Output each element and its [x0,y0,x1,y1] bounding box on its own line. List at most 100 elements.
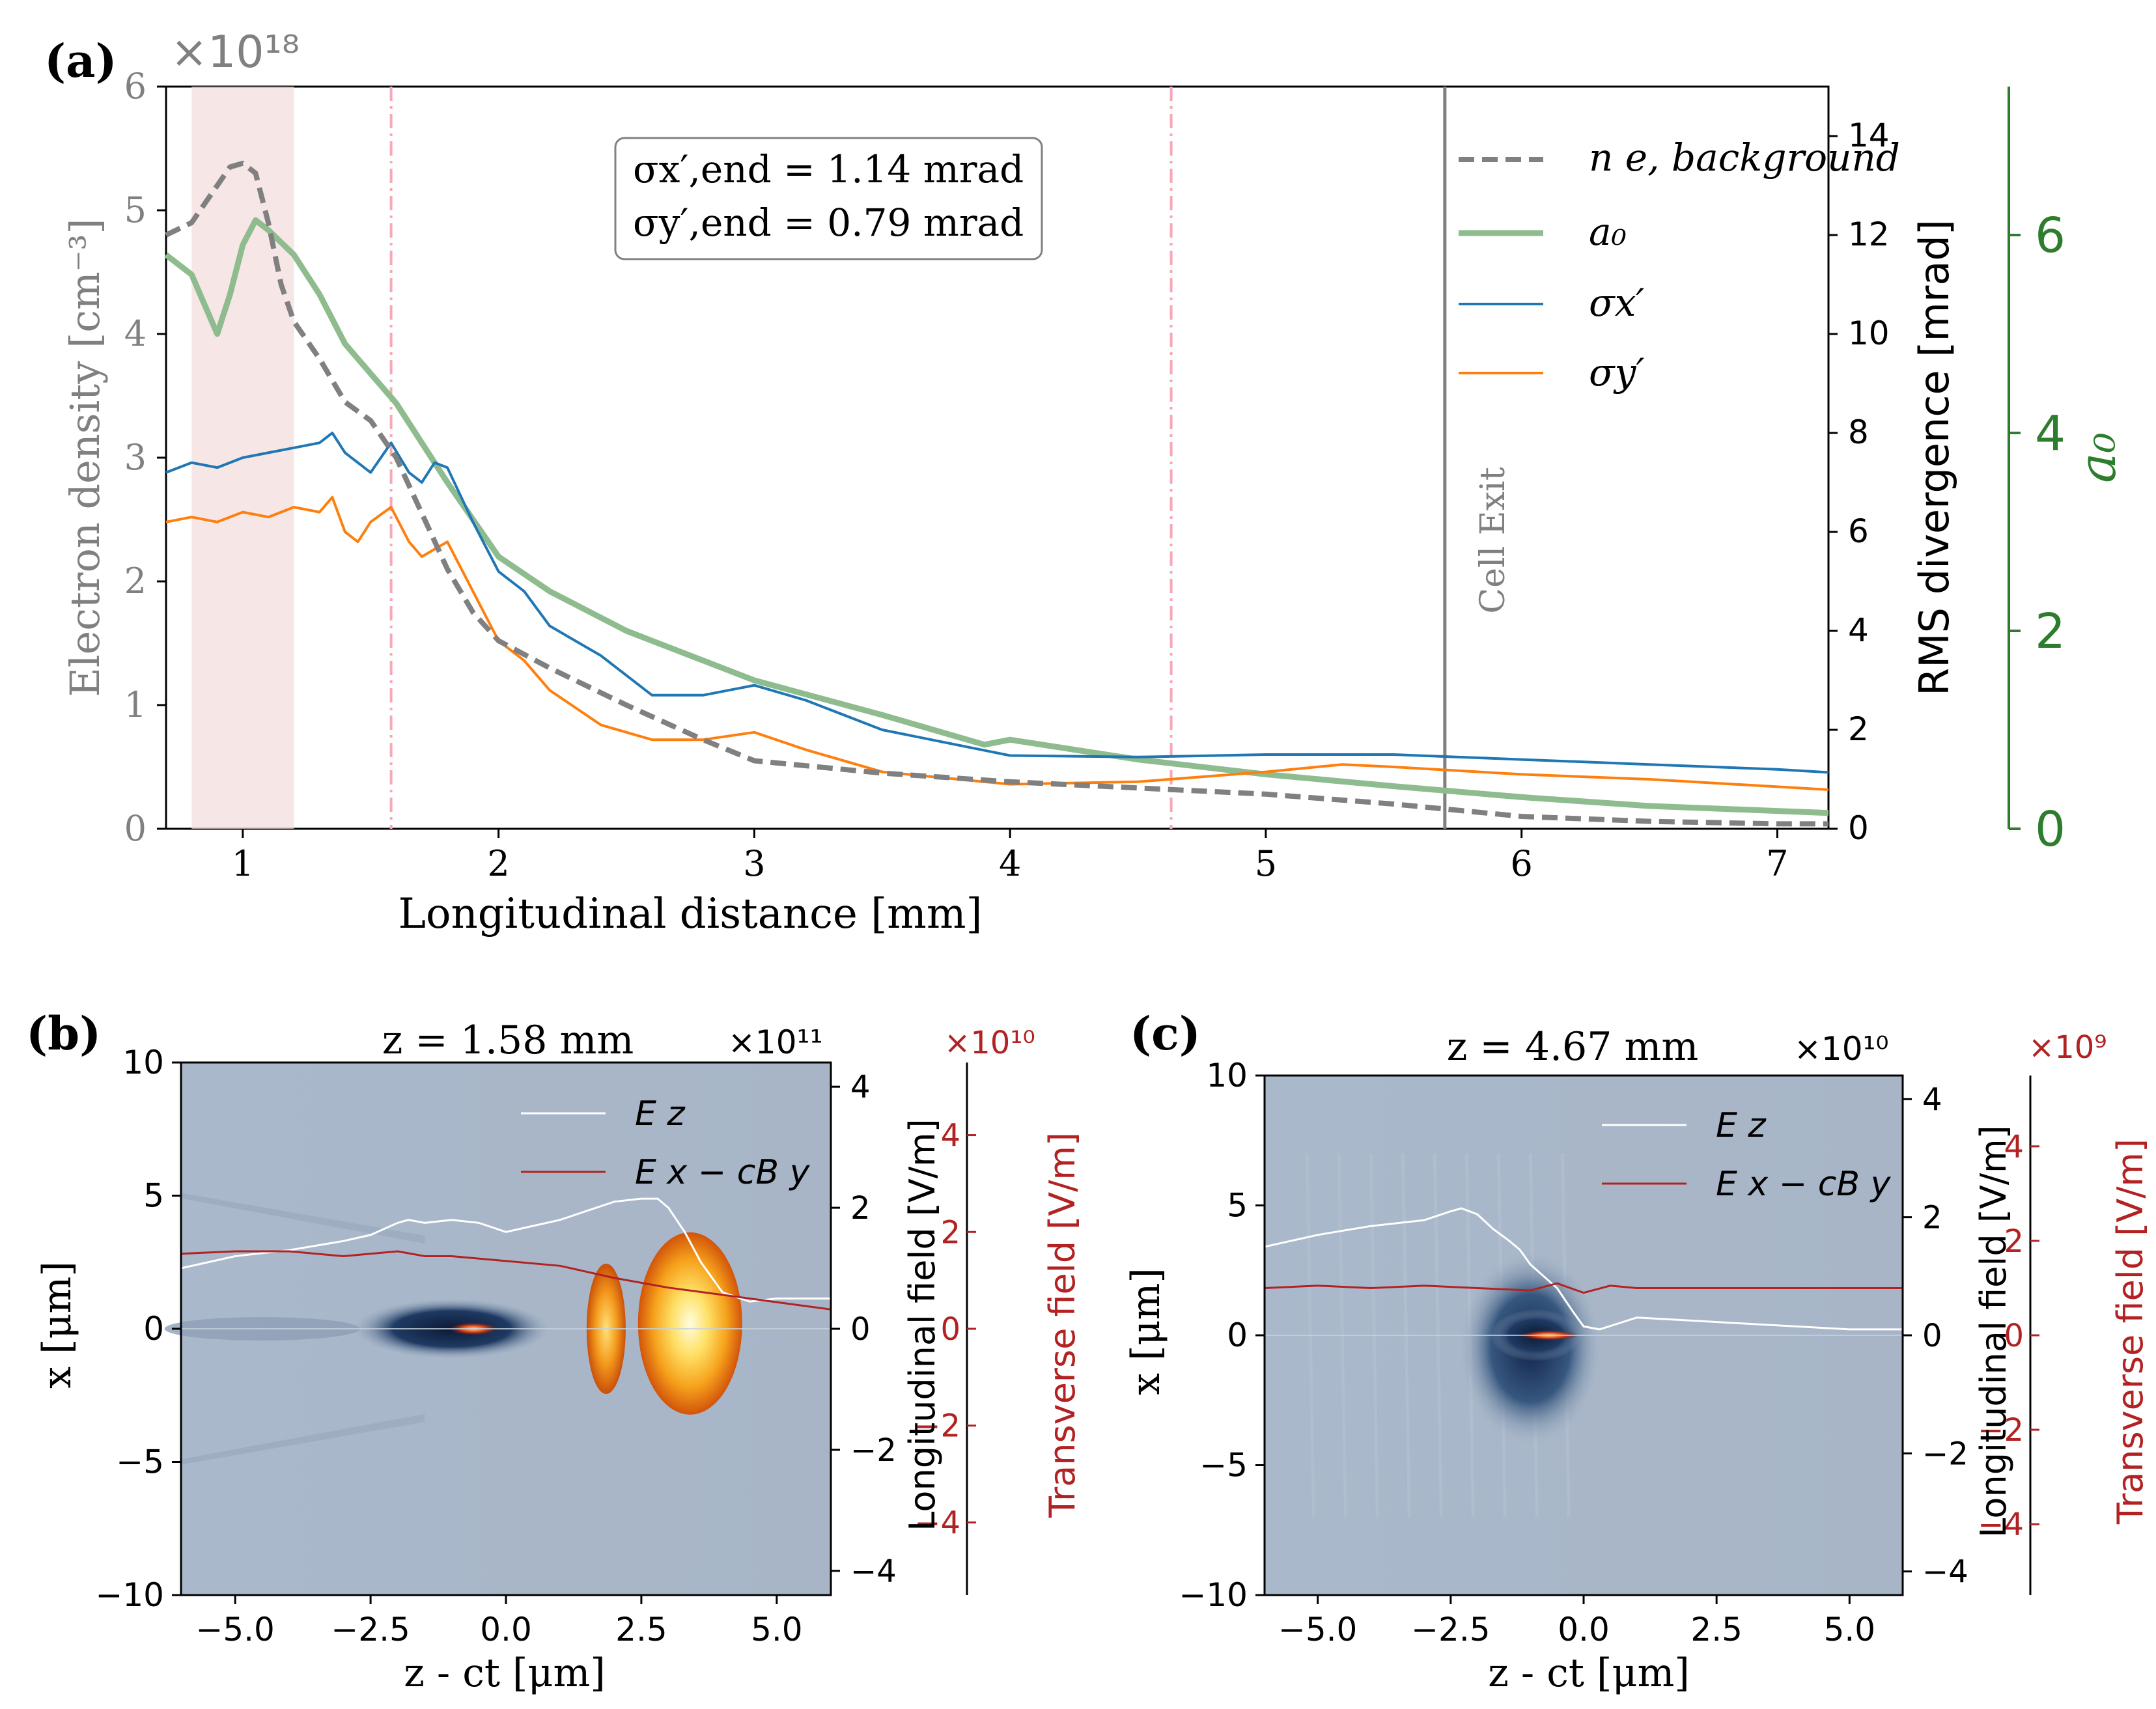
b-long-tick-label: 4 [850,1069,871,1105]
c-long-tick-label: 2 [1922,1200,1942,1236]
b-ytick-label: 0 [143,1310,164,1348]
panel-c: (c) z = 4.67 mm ×10¹⁰ ×10⁹ −5.0 −2.5 0.0 2.… [1123,1007,2151,1696]
panel-c-ylabel: x [μm] [1123,1268,1169,1395]
b-trans-tick-label: −4 [914,1505,960,1541]
a0-tick-label: 0 [2035,801,2065,857]
a0-tick-label: 6 [2035,208,2065,264]
a-right-tick-label: 10 [1848,314,1890,352]
panel-a: (a) ×10¹⁸ 1 2 3 4 5 6 70123456024681012140246 … [44,27,2127,938]
a-left-tick-label: 2 [124,561,147,602]
a-xtick-label: 4 [999,843,1021,884]
b-trans-tick-label: 2 [940,1214,960,1251]
b-trans-tick-label: −2 [914,1408,960,1445]
b-laser-pulse-main [637,1232,742,1415]
c-long-tick-label: 4 [1922,1081,1942,1118]
panel-a-left-ylabel: Electron density [cm⁻³] [61,218,109,697]
b-xtick-label: −2.5 [331,1611,410,1648]
c-ytick-label: 5 [1227,1187,1248,1225]
b-long-tick-label: 0 [850,1311,871,1348]
c-ytick-label: −5 [1199,1447,1248,1484]
b-long-tick-label: −2 [850,1432,897,1469]
panel-a-multiplier: ×10¹⁸ [171,27,300,78]
b-trans-tick-label: 0 [940,1311,960,1348]
b-ytick-label: 5 [143,1177,164,1215]
a-right-tick-label: 8 [1848,413,1869,451]
panel-c-trans-multiplier: ×10⁹ [2028,1029,2107,1066]
b-ytick-label: −5 [116,1443,164,1481]
b-xtick-label: 2.5 [615,1611,667,1648]
panel-b-ylabel: x [μm] [35,1261,80,1389]
panel-a-right-ylabel: RMS divergence [mrad] [1911,219,1958,696]
a-left-tick-label: 4 [124,313,147,354]
c-xtick-label: −5.0 [1278,1611,1357,1648]
c-trans-tick-label: −4 [1978,1507,2024,1543]
c-trans-tick-label: 2 [2004,1223,2024,1260]
a-xtick-label: 1 [232,843,254,884]
c-xtick-label: 2.5 [1690,1611,1743,1648]
series-a0-line [164,217,1829,816]
panel-c-xlabel: z - ct [μm] [1488,1650,1690,1696]
a-right-tick-label: 2 [1848,710,1869,748]
c-long-tick-label: −2 [1922,1436,1968,1472]
annotation-sigma-x: σx′,end = 1.14 mrad [633,147,1024,191]
panel-b: (b) z = 1.58 mm ×10¹¹ ×10¹⁰ −5.0 −2.5 0.0 2… [26,1007,1083,1696]
b-long-tick-label: 2 [850,1190,871,1227]
a-xtick-label: 3 [743,843,765,884]
a0-tick-label: 2 [2035,604,2065,660]
legend-b-ex-label: E x − cB y [635,1153,811,1192]
b-xtick-label: −5.0 [195,1611,274,1648]
legend-a0-label: a₀ [1589,210,1627,254]
a-xtick-label: 5 [1255,843,1277,884]
legend-ne-label: n e, background [1589,135,1900,180]
panel-b-long-label: Longitudinal field [V/m] [902,1118,943,1531]
panel-b-legend: E z E x − cB y [521,1094,811,1192]
b-xtick-label: 0.0 [480,1611,532,1648]
panel-a-legend: n e, background a₀ σx′ σy′ [1459,135,1900,395]
legend-b-ez-label: E z [635,1094,686,1133]
panel-a-a0-ylabel: a₀ [2069,432,2127,483]
panel-b-trans-label: Transverse field [V/m] [1042,1132,1083,1518]
panel-c-legend: E z E x − cB y [1602,1106,1892,1204]
b-ytick-label: 10 [122,1044,164,1081]
b-ex-line [180,1250,832,1311]
a-xtick-label: 7 [1766,843,1788,884]
a-left-tick-label: 1 [124,684,147,725]
series-sx-line [165,432,1829,774]
b-xtick-label: 5.0 [751,1611,803,1648]
a0-tick-label: 4 [2035,406,2065,462]
series-sy-line [165,495,1829,791]
b-trans-tick-label: 4 [940,1118,960,1154]
a-right-tick-label: 4 [1848,611,1869,649]
panel-a-label: (a) [44,34,117,88]
c-ytick-label: 10 [1206,1057,1248,1094]
a-right-tick-label: 0 [1848,809,1869,847]
b-wake-lower [181,1413,425,1465]
legend-sigma-y-label: σy′ [1589,350,1645,395]
c-ex-line [1264,1282,1903,1294]
panel-b-title: z = 1.58 mm [382,1018,634,1063]
c-trans-tick-label: 4 [2004,1129,2024,1165]
b-wake-upper [181,1193,425,1244]
c-ez-line [1264,1207,1903,1331]
b-long-tick-label: −4 [850,1553,897,1590]
panel-b-xlabel: z - ct [μm] [404,1650,606,1696]
panel-c-trans-label: Transverse field [V/m] [2110,1139,2151,1525]
b-ez-line [180,1197,831,1303]
panel-c-long-label: Longitudinal field [V/m] [1973,1125,2014,1537]
panel-b-long-multiplier: ×10¹¹ [728,1023,823,1061]
a-left-tick-label: 6 [124,66,147,107]
cell-exit-label: Cell Exit [1474,467,1513,613]
a-right-tick-label: 6 [1848,512,1869,550]
c-long-tick-label: 0 [1922,1318,1942,1354]
a-xtick-label: 6 [1510,843,1532,884]
panel-c-title: z = 4.67 mm [1447,1024,1698,1070]
c-ytick-label: −10 [1179,1576,1248,1614]
c-xtick-label: −2.5 [1411,1611,1490,1648]
divergence-annotation-box [614,137,1043,260]
legend-sigma-x-label: σx′ [1589,281,1644,325]
a-left-tick-label: 0 [124,808,147,849]
c-trans-tick-label: −2 [1978,1412,2024,1449]
c-ytick-label: 0 [1227,1316,1248,1354]
panel-b-trans-multiplier: ×10¹⁰ [944,1025,1035,1061]
